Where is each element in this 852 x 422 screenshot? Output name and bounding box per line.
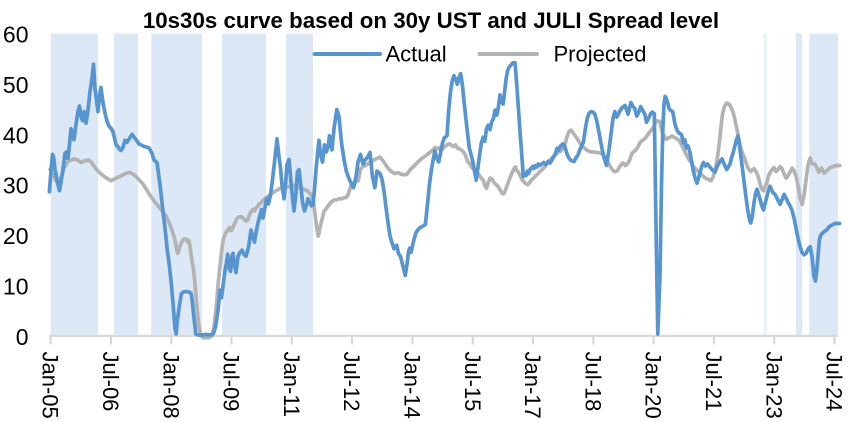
svg-text:0: 0 <box>16 324 29 350</box>
svg-text:Jul-06: Jul-06 <box>98 352 123 412</box>
svg-text:30: 30 <box>3 173 29 199</box>
svg-text:Jan-17: Jan-17 <box>520 352 545 419</box>
svg-text:Jan-14: Jan-14 <box>400 352 425 419</box>
svg-text:Jul-15: Jul-15 <box>460 352 485 412</box>
svg-text:Jul-24: Jul-24 <box>822 352 847 412</box>
svg-text:Jan-08: Jan-08 <box>158 352 183 419</box>
svg-text:Jul-12: Jul-12 <box>339 352 364 412</box>
svg-text:Projected: Projected <box>554 41 647 66</box>
svg-text:Jan-23: Jan-23 <box>761 352 786 419</box>
svg-text:50: 50 <box>3 72 29 98</box>
svg-text:20: 20 <box>3 223 29 249</box>
svg-text:Jul-21: Jul-21 <box>701 352 726 412</box>
svg-text:Jul-09: Jul-09 <box>219 352 244 412</box>
svg-text:40: 40 <box>3 122 29 148</box>
svg-text:Jul-18: Jul-18 <box>580 352 605 412</box>
svg-text:10: 10 <box>3 274 29 300</box>
svg-text:Jan-20: Jan-20 <box>641 352 666 419</box>
svg-text:Actual: Actual <box>386 41 447 66</box>
svg-text:10s30s curve based on 30y UST: 10s30s curve based on 30y UST and JULI S… <box>143 8 719 33</box>
svg-text:Jan-05: Jan-05 <box>38 352 63 419</box>
svg-text:60: 60 <box>3 21 29 47</box>
svg-text:Jan-11: Jan-11 <box>279 352 304 418</box>
